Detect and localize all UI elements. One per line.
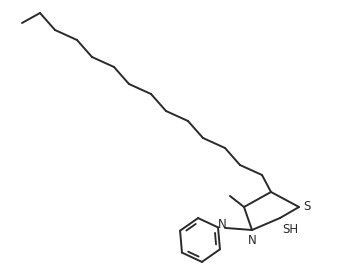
Text: S: S bbox=[303, 199, 310, 213]
Text: N: N bbox=[248, 234, 256, 247]
Text: N: N bbox=[218, 218, 227, 231]
Text: SH: SH bbox=[282, 223, 298, 236]
